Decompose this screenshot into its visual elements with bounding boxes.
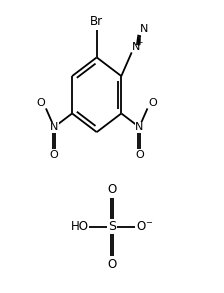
Text: N: N (135, 122, 143, 132)
Text: O: O (50, 150, 58, 160)
Text: O: O (149, 98, 157, 108)
Text: O: O (36, 98, 45, 108)
Text: N: N (140, 24, 149, 34)
Text: O$^{-}$: O$^{-}$ (136, 221, 153, 234)
Text: O: O (107, 183, 117, 196)
Text: N: N (50, 122, 58, 132)
Text: S: S (108, 221, 116, 234)
Text: HO: HO (70, 221, 88, 234)
Text: O: O (107, 258, 117, 271)
Text: O: O (135, 150, 144, 160)
Text: +: + (136, 38, 143, 47)
Text: Br: Br (90, 15, 103, 28)
Text: N: N (132, 42, 141, 52)
